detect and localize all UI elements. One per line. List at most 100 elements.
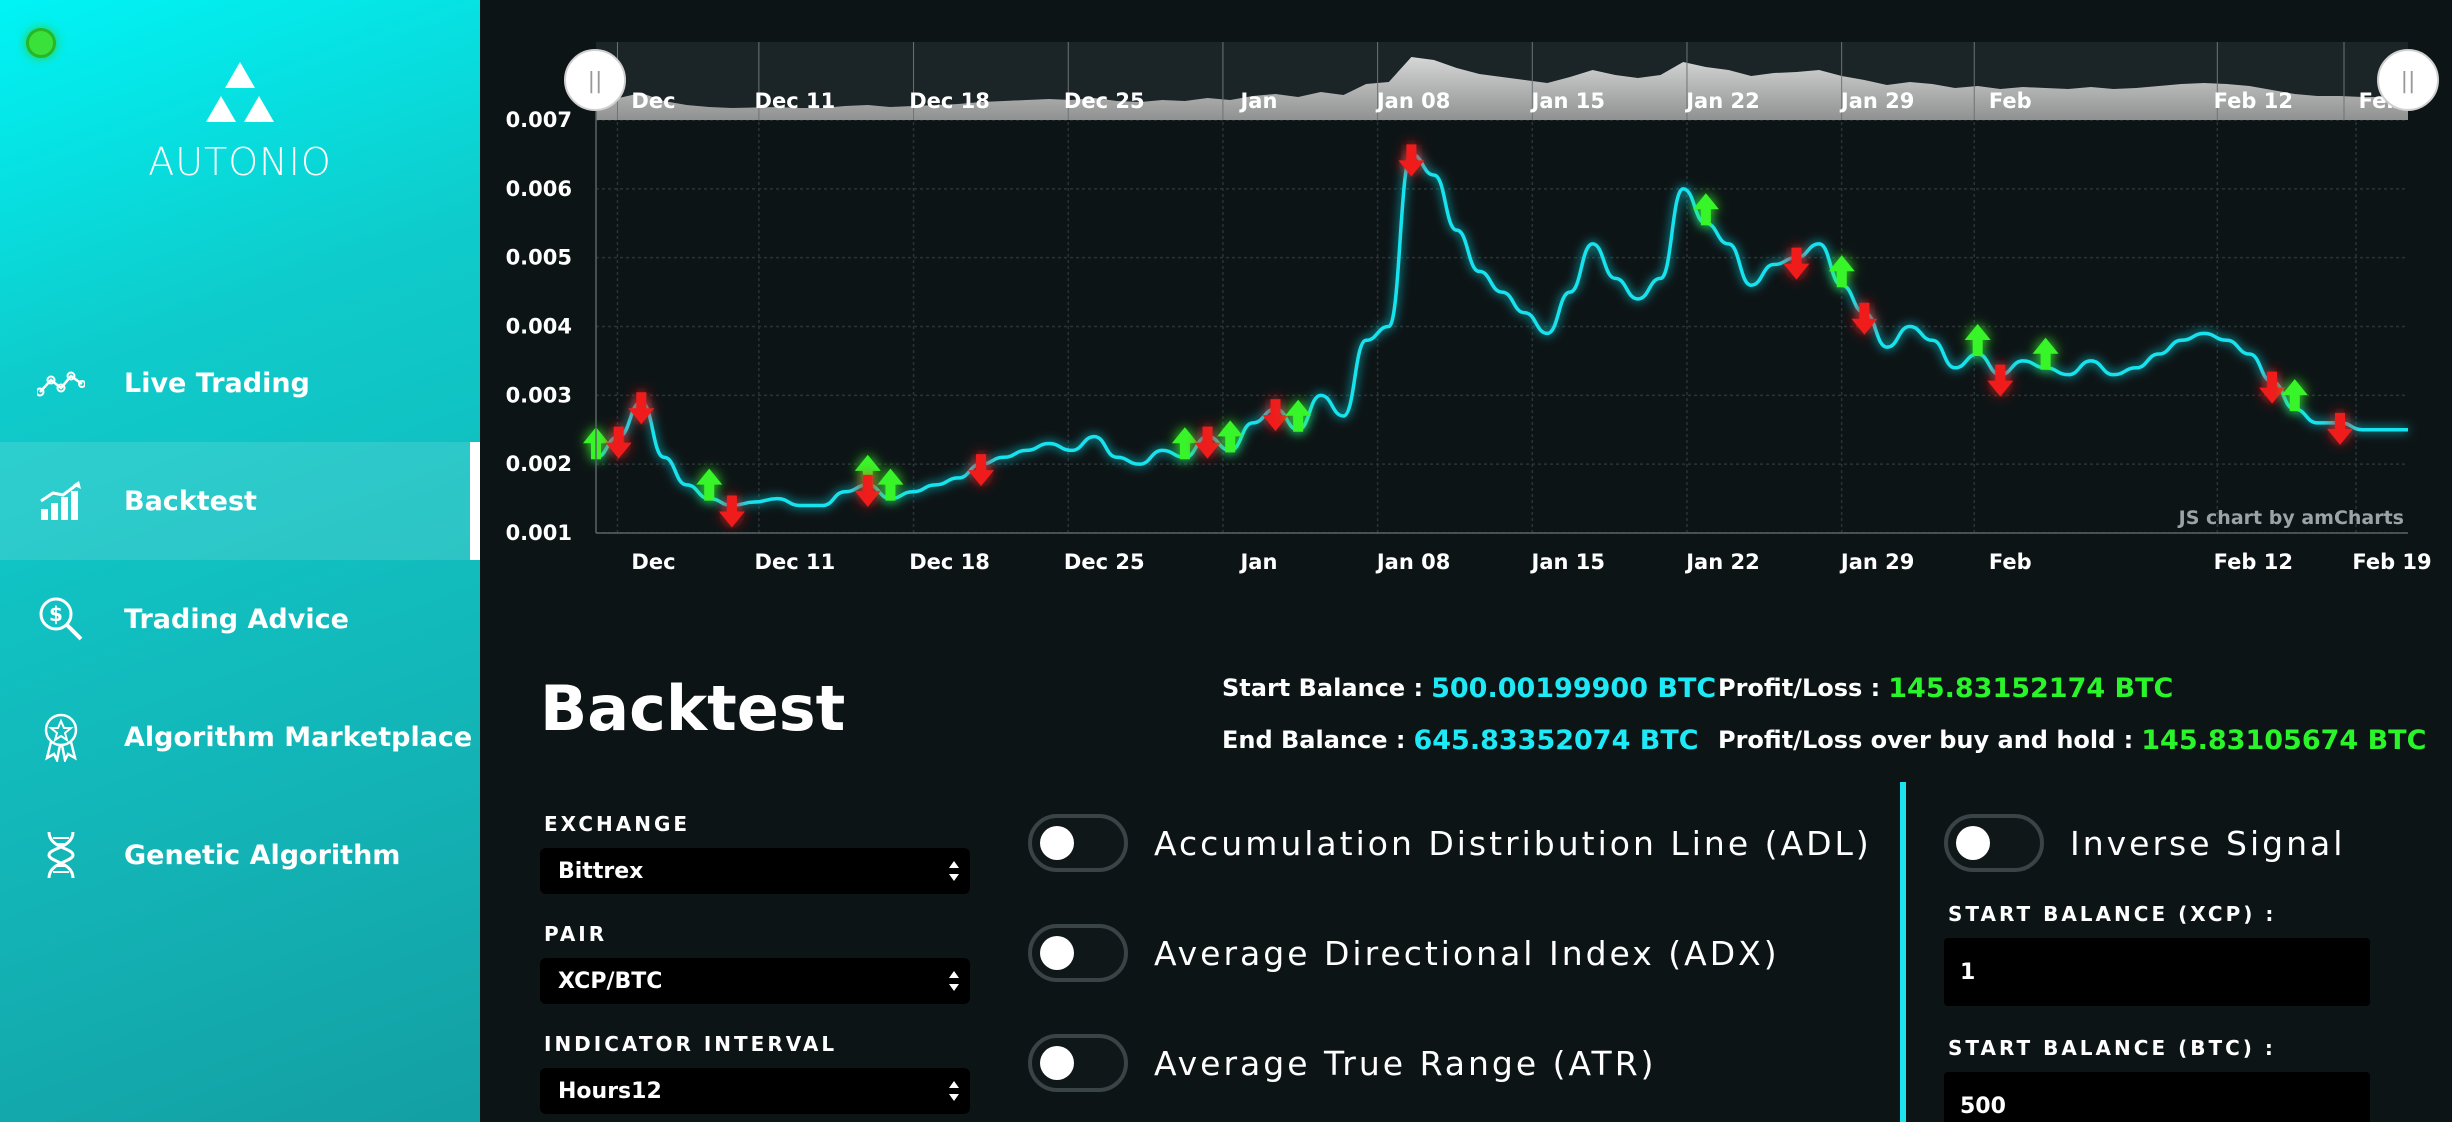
scrollbar-tick-label: Jan 29 [1839, 89, 1914, 113]
scrollbar-tick-label: Dec 11 [755, 89, 836, 113]
price-line [595, 152, 2408, 508]
toggle-knob [1040, 826, 1074, 860]
dna-icon [36, 830, 86, 880]
indicator-adl-toggle[interactable] [1028, 814, 1128, 872]
x-tick-label: Jan 22 [1684, 550, 1759, 574]
toggle-knob [1956, 826, 1990, 860]
x-tick-label: Feb 12 [2214, 550, 2293, 574]
sell-arrow-icon [2327, 412, 2354, 445]
exchange-label: EXCHANGE [544, 812, 691, 836]
sidebar-item-trading-advice[interactable]: $ Trading Advice [0, 560, 480, 678]
buy-arrow-shape [2281, 379, 2308, 412]
main-content: Dec Dec 11 Dec 18 Dec 25 Jan Jan 08 Jan 15 Jan … [480, 0, 2452, 1122]
scrollbar-left-handle[interactable]: || [564, 49, 626, 111]
profit-loss-label: Profit/Loss : [1718, 674, 1881, 702]
profit-loss-hold-label: Profit/Loss over buy and hold : [1718, 726, 2134, 754]
sidebar-item-genetic-algorithm[interactable]: Genetic Algorithm [0, 796, 480, 914]
column-divider [1900, 782, 1906, 1122]
sell-arrow-shape [1987, 364, 2014, 397]
line-chart-icon [36, 358, 86, 408]
scrollbar-preview-area [596, 57, 2408, 120]
profit-loss-value: 145.83152174 BTC [1888, 672, 2174, 704]
sell-arrow-shape [1851, 302, 1878, 335]
x-tick-label: Feb 19 [2352, 550, 2431, 574]
start-balance-btc-label: START BALANCE (BTC) : [1948, 1036, 2276, 1060]
y-tick-label: 0.004 [506, 315, 572, 339]
buy-arrow-shape [854, 454, 881, 487]
indicator-atr-toggle[interactable] [1028, 1034, 1128, 1092]
inverse-signal-label: Inverse Signal [2070, 823, 2346, 863]
sell-arrow-icon [718, 495, 745, 528]
trade-markers [583, 144, 2354, 528]
sell-arrow-shape [1262, 399, 1289, 432]
y-tick-label: 0.003 [506, 383, 572, 407]
sell-arrow-icon [1262, 399, 1289, 432]
dollar-search-icon: $ [36, 594, 86, 644]
sidebar-item-backtest[interactable]: Backtest [0, 442, 480, 560]
price-chart-svg[interactable]: Dec Dec 11 Dec 18 Dec 25 Jan Jan 08 Jan 15 Jan … [480, 0, 2452, 600]
sell-arrow-shape [718, 495, 745, 528]
scrollbar-tick-label: Feb 12 [2214, 89, 2293, 113]
buy-arrow-shape [1217, 420, 1244, 453]
handle-knob [564, 49, 626, 111]
select-arrows-icon [949, 971, 959, 991]
start-balance-xcp-input[interactable] [1944, 938, 2370, 1006]
exchange-select[interactable]: Bittrex [540, 848, 970, 894]
indicator-interval-select[interactable]: Hours12 [540, 1068, 970, 1114]
y-tick-label: 0.001 [506, 521, 572, 545]
price-series [595, 152, 2408, 508]
sell-arrow-icon [605, 426, 632, 459]
buy-arrow-icon [1692, 193, 1719, 226]
inverse-signal-toggle[interactable] [1944, 814, 2044, 872]
logo[interactable]: AUTONIO [140, 62, 340, 184]
buy-arrow-icon [696, 468, 723, 501]
start-balance-label: Start Balance : [1222, 674, 1424, 702]
sidebar-item-live-trading[interactable]: Live Trading [0, 324, 480, 442]
sidebar-item-label: Algorithm Marketplace [124, 721, 473, 753]
scrollbar-handles[interactable]: || || [564, 49, 2439, 111]
scrollbar-right-handle[interactable]: || [2377, 49, 2439, 111]
chart-watermark[interactable]: JS chart by amCharts [2177, 507, 2404, 529]
toggle-knob [1040, 936, 1074, 970]
sidebar-item-label: Live Trading [124, 367, 310, 399]
start-balance-btc-input[interactable] [1944, 1072, 2370, 1122]
svg-text:$: $ [49, 602, 63, 626]
buy-arrow-icon [1217, 420, 1244, 453]
buy-arrow-shape [1171, 427, 1198, 460]
price-chart[interactable]: Dec Dec 11 Dec 18 Dec 25 Jan Jan 08 Jan 15 Jan … [480, 0, 2452, 600]
exchange-select-value: Bittrex [558, 858, 644, 884]
indicator-atr-row: Average True Range (ATR) [1028, 1034, 1657, 1092]
sell-arrow-icon [628, 392, 655, 425]
sell-arrow-shape [968, 454, 995, 487]
sell-arrow-icon [2259, 371, 2286, 404]
chart-scrollbar[interactable]: Dec Dec 11 Dec 18 Dec 25 Jan Jan 08 Jan 15 Jan … [596, 42, 2408, 120]
buy-arrow-shape [1692, 193, 1719, 226]
sell-arrow-shape [605, 426, 632, 459]
x-tick-label: Dec [631, 550, 675, 574]
x-tick-label: Dec 11 [755, 550, 836, 574]
sidebar-item-algorithm-marketplace[interactable]: Algorithm Marketplace [0, 678, 480, 796]
y-tick-label: 0.002 [506, 452, 572, 476]
indicator-adl-label: Accumulation Distribution Line (ADL) [1154, 823, 1872, 863]
scrollbar-tick-label: Dec 25 [1064, 89, 1145, 113]
buy-arrow-icon [1285, 399, 1312, 432]
pair-select[interactable]: XCP/BTC [540, 958, 970, 1004]
indicator-interval-label: INDICATOR INTERVAL [544, 1032, 838, 1056]
buy-arrow-icon [2281, 379, 2308, 412]
buy-arrow-icon [877, 468, 904, 501]
x-tick-label: Jan [1238, 550, 1277, 574]
scrollbar-tick-label: Feb [1989, 89, 2032, 113]
sell-arrow-shape [1398, 144, 1425, 177]
sell-arrow-shape [854, 474, 881, 507]
sidebar-item-label: Trading Advice [124, 603, 349, 635]
inverse-signal-row: Inverse Signal [1944, 814, 2345, 872]
buy-arrow-icon [2032, 337, 2059, 370]
indicator-adl-row: Accumulation Distribution Line (ADL) [1028, 814, 1872, 872]
profit-stats: Profit/Loss : 145.83152174 BTC Profit/Lo… [1718, 662, 2426, 766]
buy-arrow-icon [854, 454, 881, 487]
indicator-adx-toggle[interactable] [1028, 924, 1128, 982]
sidebar-item-label: Genetic Algorithm [124, 839, 401, 871]
handle-knob [2377, 49, 2439, 111]
award-badge-icon [36, 712, 86, 762]
profit-loss-hold-value: 145.83105674 BTC [2141, 724, 2427, 756]
